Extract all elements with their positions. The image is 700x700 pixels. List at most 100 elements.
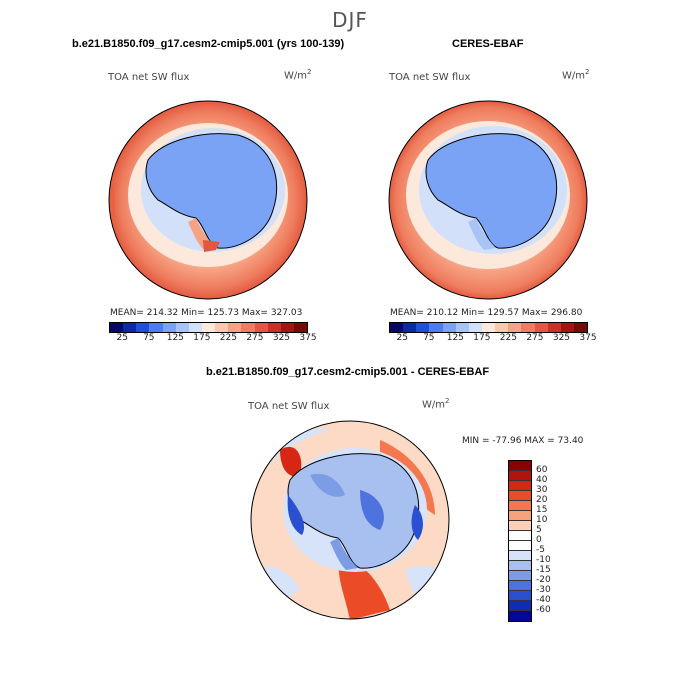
colorbar-tick-label: 275	[246, 333, 264, 343]
panel3-polar-map	[250, 420, 450, 620]
diff-colorbar-swatch	[509, 531, 531, 541]
colorbar-swatch	[442, 323, 456, 332]
diff-colorbar-tick-label: -10	[536, 555, 551, 565]
colorbar-tick-label: 125	[446, 333, 464, 343]
colorbar-swatch	[455, 323, 469, 332]
colorbar-tick-label: 325	[272, 333, 291, 343]
colorbar-swatch	[123, 323, 137, 332]
panel1-polar-map	[108, 100, 308, 300]
panel1-stats: MEAN= 214.32 Min= 125.73 Max= 327.03	[110, 308, 303, 318]
diff-colorbar-tick-label: -5	[536, 545, 545, 555]
colorbar-tick-label: 75	[423, 333, 435, 343]
colorbar-swatch	[495, 323, 509, 332]
diff-colorbar-tick-label: -15	[536, 565, 551, 575]
colorbar-swatch	[228, 323, 242, 332]
panel3-title: b.e21.B1850.f09_g17.cesm2-cmip5.001 - CE…	[206, 366, 490, 378]
diff-colorbar-swatch	[509, 571, 531, 581]
colorbar-tick-label: 175	[193, 333, 211, 343]
panel1-units-label: W/m2	[284, 68, 312, 82]
colorbar-tick-label: 125	[166, 333, 184, 343]
colorbar-swatch	[215, 323, 229, 332]
colorbar-swatch	[547, 323, 561, 332]
panel3-colorbar	[508, 460, 532, 622]
panel2-stats: MEAN= 210.12 Min= 129.57 Max= 296.80	[390, 308, 583, 318]
panel3-variable-label: TOA net SW flux	[248, 401, 330, 412]
diff-colorbar-swatch	[509, 541, 531, 551]
colorbar-swatch	[560, 323, 574, 332]
colorbar-tick-label: 225	[219, 333, 237, 343]
season-title: DJF	[332, 8, 368, 32]
colorbar-swatch	[162, 323, 176, 332]
colorbar-swatch	[481, 323, 496, 332]
diff-colorbar-tick-label: 10	[536, 515, 548, 525]
panel1-title: b.e21.B1850.f09_g17.cesm2-cmip5.001 (yrs…	[72, 38, 345, 50]
panel2-units-label: W/m2	[562, 68, 590, 82]
diff-colorbar-swatch	[509, 461, 531, 471]
diff-colorbar-tick-label: 5	[536, 525, 542, 535]
panel2-colorbar: 25 75 125 175 225 275 325 375	[389, 322, 597, 345]
diff-colorbar-tick-label: 30	[536, 485, 548, 495]
diff-colorbar-swatch	[509, 491, 531, 501]
diff-colorbar-swatch	[509, 581, 531, 591]
colorbar-swatch	[110, 323, 124, 332]
colorbar-swatch	[188, 323, 202, 332]
colorbar-tick-label: 25	[396, 333, 408, 343]
colorbar-tick-label: 375	[579, 333, 597, 343]
panel3-stats: MIN = -77.96 MAX = 73.40	[462, 436, 584, 446]
colorbar-swatch	[429, 323, 443, 332]
diff-colorbar-swatch	[509, 511, 531, 521]
diff-colorbar-swatch	[509, 591, 531, 601]
panel2-variable-label: TOA net SW flux	[389, 72, 471, 83]
colorbar-swatch	[508, 323, 522, 332]
diff-colorbar-tick-label: 60	[536, 465, 548, 475]
diff-colorbar-swatch	[509, 471, 531, 481]
diff-colorbar-swatch	[509, 501, 531, 511]
panel1-colorbar: 25 75 125 175 225 275 325 375	[109, 322, 317, 345]
diff-colorbar-swatch	[509, 521, 531, 531]
colorbar-tick-label: 375	[299, 333, 317, 343]
diff-colorbar-swatch	[509, 481, 531, 491]
diff-colorbar-tick-label: -20	[536, 575, 551, 585]
colorbar-swatch	[521, 323, 535, 332]
colorbar-swatch	[390, 323, 404, 332]
colorbar-swatch	[136, 323, 150, 332]
colorbar-swatch	[416, 323, 430, 332]
panel3-units-label: W/m2	[422, 397, 450, 411]
colorbar-swatch	[149, 323, 163, 332]
diff-colorbar-tick-label: -40	[536, 595, 551, 605]
colorbar-swatch	[468, 323, 482, 332]
diff-colorbar-swatch	[509, 561, 531, 571]
colorbar-swatch	[267, 323, 281, 332]
panel2-colorbar-ticks: 25 75 125 175 225 275 325 375	[389, 333, 597, 345]
panel2-polar-map	[388, 100, 588, 300]
colorbar-swatch	[254, 323, 268, 332]
panel3-colorbar-ticks: 60 40 30 20 15 10 5 0 -5 -10 -15 -20 -30 -40 -60	[536, 460, 566, 620]
panel2-colorbar-swatches	[389, 322, 588, 333]
colorbar-swatch	[293, 323, 308, 332]
panel1-colorbar-swatches	[109, 322, 308, 333]
colorbar-swatch	[534, 323, 548, 332]
colorbar-swatch	[241, 323, 255, 332]
colorbar-swatch	[280, 323, 294, 332]
colorbar-tick-label: 325	[552, 333, 571, 343]
colorbar-tick-label: 225	[499, 333, 517, 343]
diff-colorbar-tick-label: -60	[536, 605, 551, 615]
diff-colorbar-swatch	[509, 611, 531, 621]
colorbar-swatch	[403, 323, 417, 332]
colorbar-swatch	[175, 323, 189, 332]
colorbar-tick-label: 275	[526, 333, 544, 343]
panel1-variable-label: TOA net SW flux	[108, 72, 190, 83]
colorbar-tick-label: 175	[473, 333, 491, 343]
diff-colorbar-tick-label: 40	[536, 475, 548, 485]
diff-colorbar-swatch	[509, 601, 531, 611]
diff-colorbar-tick-label: 15	[536, 505, 548, 515]
diff-colorbar-tick-label: 20	[536, 495, 548, 505]
panel2-title: CERES-EBAF	[452, 38, 524, 50]
colorbar-swatch	[573, 323, 588, 332]
diff-colorbar-swatch	[509, 551, 531, 561]
colorbar-tick-label: 25	[116, 333, 128, 343]
colorbar-swatch	[201, 323, 216, 332]
diff-colorbar-tick-label: 0	[536, 535, 542, 545]
panel1-colorbar-ticks: 25 75 125 175 225 275 325 375	[109, 333, 317, 345]
colorbar-tick-label: 75	[143, 333, 155, 343]
